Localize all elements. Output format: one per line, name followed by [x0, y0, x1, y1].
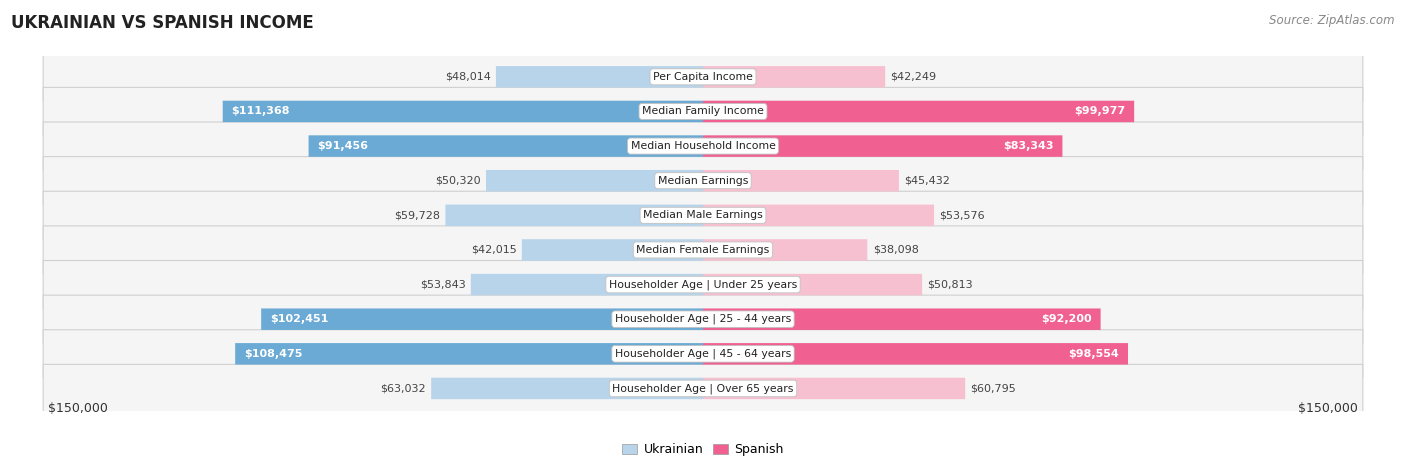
- Text: $60,795: $60,795: [970, 383, 1017, 394]
- Text: $50,320: $50,320: [434, 176, 481, 186]
- Legend: Ukrainian, Spanish: Ukrainian, Spanish: [617, 439, 789, 461]
- Text: Median Family Income: Median Family Income: [643, 106, 763, 116]
- FancyBboxPatch shape: [522, 239, 703, 261]
- Text: $102,451: $102,451: [270, 314, 328, 324]
- Text: Median Household Income: Median Household Income: [630, 141, 776, 151]
- FancyBboxPatch shape: [44, 261, 1362, 309]
- FancyBboxPatch shape: [703, 343, 1128, 365]
- FancyBboxPatch shape: [703, 66, 886, 87]
- Text: Per Capita Income: Per Capita Income: [652, 72, 754, 82]
- FancyBboxPatch shape: [496, 66, 703, 87]
- Text: $42,249: $42,249: [890, 72, 936, 82]
- FancyBboxPatch shape: [703, 170, 898, 191]
- Text: $50,813: $50,813: [928, 280, 973, 290]
- Text: Householder Age | 25 - 44 years: Householder Age | 25 - 44 years: [614, 314, 792, 325]
- Text: Householder Age | Over 65 years: Householder Age | Over 65 years: [612, 383, 794, 394]
- Text: Householder Age | 45 - 64 years: Householder Age | 45 - 64 years: [614, 348, 792, 359]
- Text: $45,432: $45,432: [904, 176, 950, 186]
- Text: Median Female Earnings: Median Female Earnings: [637, 245, 769, 255]
- FancyBboxPatch shape: [44, 87, 1362, 135]
- Text: $83,343: $83,343: [1004, 141, 1054, 151]
- FancyBboxPatch shape: [222, 101, 703, 122]
- Text: $98,554: $98,554: [1069, 349, 1119, 359]
- FancyBboxPatch shape: [703, 239, 868, 261]
- Text: Median Earnings: Median Earnings: [658, 176, 748, 186]
- Text: $38,098: $38,098: [873, 245, 918, 255]
- Text: $42,015: $42,015: [471, 245, 516, 255]
- FancyBboxPatch shape: [308, 135, 703, 157]
- Text: $91,456: $91,456: [318, 141, 368, 151]
- FancyBboxPatch shape: [44, 330, 1362, 378]
- FancyBboxPatch shape: [44, 226, 1362, 274]
- FancyBboxPatch shape: [44, 53, 1362, 101]
- FancyBboxPatch shape: [703, 135, 1063, 157]
- Text: $59,728: $59,728: [394, 210, 440, 220]
- FancyBboxPatch shape: [703, 309, 1101, 330]
- FancyBboxPatch shape: [471, 274, 703, 295]
- FancyBboxPatch shape: [446, 205, 703, 226]
- Text: Median Male Earnings: Median Male Earnings: [643, 210, 763, 220]
- FancyBboxPatch shape: [44, 122, 1362, 170]
- FancyBboxPatch shape: [44, 295, 1362, 343]
- FancyBboxPatch shape: [44, 191, 1362, 240]
- FancyBboxPatch shape: [235, 343, 703, 365]
- Text: $99,977: $99,977: [1074, 106, 1126, 116]
- Text: $92,200: $92,200: [1042, 314, 1092, 324]
- Text: $108,475: $108,475: [243, 349, 302, 359]
- Text: $53,576: $53,576: [939, 210, 986, 220]
- Text: UKRAINIAN VS SPANISH INCOME: UKRAINIAN VS SPANISH INCOME: [11, 14, 314, 32]
- FancyBboxPatch shape: [486, 170, 703, 191]
- Text: $53,843: $53,843: [419, 280, 465, 290]
- FancyBboxPatch shape: [703, 378, 965, 399]
- Text: $150,000: $150,000: [1298, 402, 1358, 415]
- FancyBboxPatch shape: [44, 364, 1362, 412]
- FancyBboxPatch shape: [432, 378, 703, 399]
- FancyBboxPatch shape: [703, 274, 922, 295]
- Text: Source: ZipAtlas.com: Source: ZipAtlas.com: [1270, 14, 1395, 27]
- Text: $63,032: $63,032: [380, 383, 426, 394]
- FancyBboxPatch shape: [703, 101, 1135, 122]
- Text: $111,368: $111,368: [232, 106, 290, 116]
- FancyBboxPatch shape: [44, 156, 1362, 205]
- FancyBboxPatch shape: [703, 205, 934, 226]
- FancyBboxPatch shape: [262, 309, 703, 330]
- Text: $150,000: $150,000: [48, 402, 108, 415]
- Text: Householder Age | Under 25 years: Householder Age | Under 25 years: [609, 279, 797, 290]
- Text: $48,014: $48,014: [444, 72, 491, 82]
